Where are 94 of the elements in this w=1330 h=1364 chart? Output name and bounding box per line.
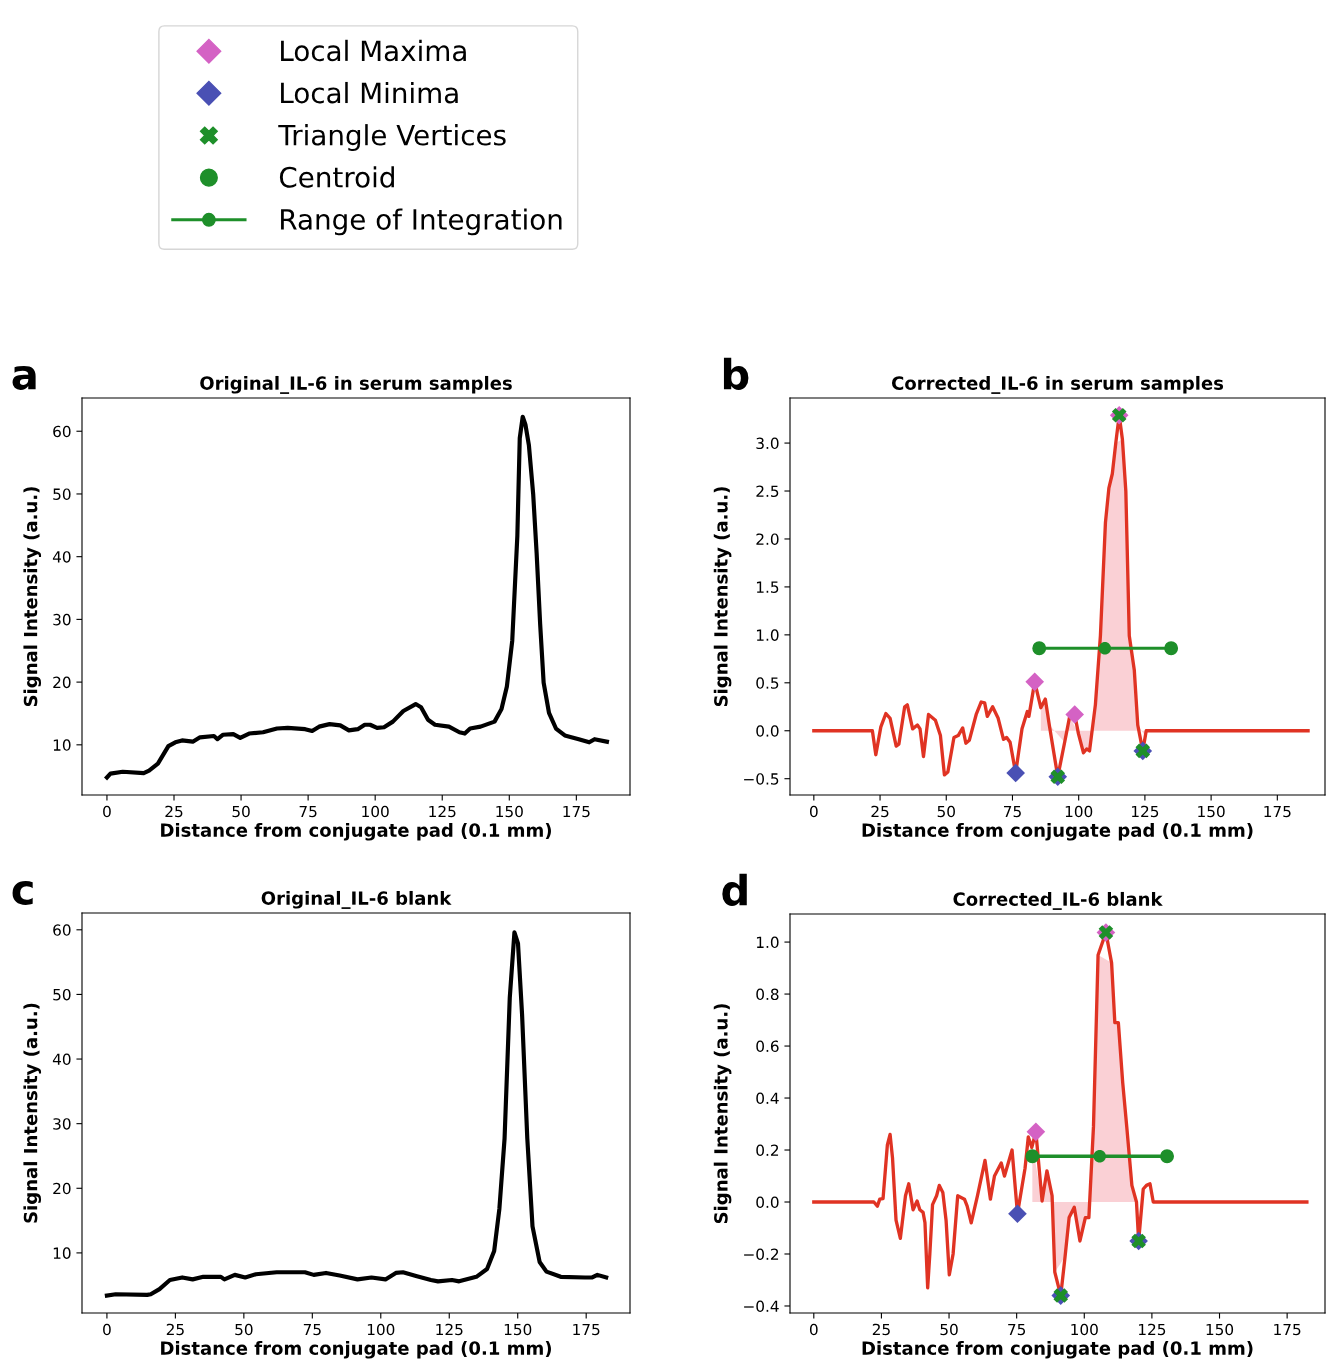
y-tick-label: 0.0 [756,725,779,737]
y-tick-label: 40 [52,1053,71,1066]
chart-title: Corrected_IL-6 in serum samples [891,375,1224,394]
point [1065,705,1085,724]
y-tick-label: 1.5 [756,581,779,593]
y-axis-title: Signal Intensity (a.u.) [713,1004,732,1224]
y-tick-label: 10 [53,739,71,751]
y-axis-title: Signal Intensity (a.u.) [23,487,42,707]
x-tick-label: 125 [1138,1323,1166,1336]
x-tick-label: 75 [1008,1323,1026,1336]
x-tick-label: 100 [362,805,389,818]
x-axis-title: Distance from conjugate pad (0.1 mm) [862,1340,1253,1359]
x-tick-label: 0 [809,1323,818,1336]
x-tick-label: 25 [166,1323,184,1336]
x-tick-label: 100 [367,1323,395,1336]
x-tick-label: 25 [165,805,183,818]
line-series [104,930,609,1298]
chart-title: Original_IL-6 in serum samples [200,375,512,394]
text: c [12,881,33,905]
legend-label: Range of Integration [281,208,562,236]
x-tick-label: 75 [1004,805,1021,818]
y-tick-label: 20 [53,1182,71,1195]
x-tick-label: 150 [1198,805,1225,818]
y-tick-label: 40 [52,551,71,563]
x-tick-label: 175 [563,805,590,818]
y-axis-title: Signal Intensity (a.u.) [713,487,732,707]
y-tick-label: 10 [53,1247,71,1259]
legend-label: Triangle Vertices [278,124,506,151]
y-tick-label: 20 [53,676,71,689]
x-tick-label: 50 [937,805,955,818]
x-axis-title: Distance from conjugate pad (0.1 mm) [161,822,551,841]
x-tick-label: 150 [496,805,523,818]
y-tick-label: 30 [53,613,71,626]
chart-title: Original_IL-6 blank [261,890,452,909]
x-tick-label: 0 [103,805,111,818]
line-series [104,414,610,780]
x-tick-label: 50 [232,805,250,818]
x-tick-label: 50 [940,1323,958,1336]
x-tick-label: 150 [1206,1323,1234,1336]
x-tick-label: 0 [103,1323,111,1336]
legend-label: Centroid [279,166,394,188]
x-tick-label: 75 [299,805,317,818]
y-tick-label: −0.2 [744,1248,779,1261]
x-tick-label: 50 [235,1323,253,1336]
point [1026,1122,1046,1142]
y-tick-label: −0.4 [744,1300,779,1312]
text: a [12,366,36,390]
point [1008,1204,1027,1224]
x-tick-label: 125 [436,1323,463,1336]
y-tick-label: 1.0 [756,936,779,949]
point [1164,641,1179,656]
x-axis-title: Distance from conjugate pad (0.1 mm) [862,822,1253,841]
y-tick-label: 3.0 [756,437,779,450]
x-tick-label: 125 [429,805,456,818]
y-tick-label: 2.0 [756,533,779,545]
y-tick-label: 60 [53,924,71,936]
y-tick-label: 0.5 [756,677,779,689]
y-tick-label: 1.0 [756,629,779,641]
x-tick-label: 175 [1274,1323,1301,1336]
y-tick-label: 50 [53,488,71,500]
point [1093,1150,1106,1163]
y-axis-title: Signal Intensity (a.u.) [23,1003,42,1223]
point [1025,672,1045,692]
legend-label: Local Minima [281,81,458,104]
x-tick-label: 100 [1071,1323,1098,1336]
y-tick-label: 60 [53,425,71,438]
y-tick-label: 0.2 [756,1144,779,1157]
x-axis-title: Distance from conjugate pad (0.1 mm) [161,1340,551,1359]
y-tick-label: 0.8 [756,988,779,1001]
y-tick-label: 50 [53,988,71,1001]
x-tick-label: 100 [1065,805,1093,818]
y-tick-label: 0.0 [756,1196,779,1209]
y-tick-label: −0.5 [744,773,779,785]
x-tick-label: 175 [573,1323,600,1336]
text: b [723,357,749,390]
y-tick-label: 2.5 [756,485,779,498]
point [1098,642,1112,655]
text: d [722,873,747,906]
x-tick-label: 25 [872,1323,890,1336]
chart-title: Corrected_IL-6 blank [953,891,1163,910]
x-tick-label: 150 [504,1323,532,1336]
x-tick-label: 0 [809,805,818,818]
point [1025,1149,1040,1164]
y-tick-label: 30 [53,1118,71,1130]
point [1006,763,1025,783]
point [1032,641,1047,656]
x-tick-label: 125 [1132,805,1159,818]
y-tick-label: 0.6 [756,1040,779,1053]
x-tick-label: 175 [1264,805,1291,818]
x-tick-label: 75 [303,1323,321,1336]
x-tick-label: 25 [871,805,889,818]
point [1160,1149,1174,1164]
legend-label: Local Maxima [281,39,466,62]
y-tick-label: 0.4 [756,1092,779,1105]
